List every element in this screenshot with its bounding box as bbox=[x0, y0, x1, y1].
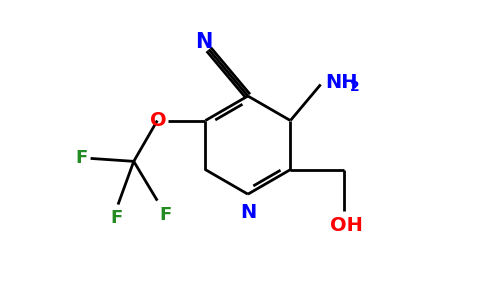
Text: N: N bbox=[195, 32, 212, 52]
Text: F: F bbox=[159, 206, 171, 224]
Text: OH: OH bbox=[330, 216, 363, 235]
Text: NH: NH bbox=[326, 73, 358, 92]
Text: N: N bbox=[241, 203, 257, 222]
Text: O: O bbox=[151, 111, 167, 130]
Text: F: F bbox=[76, 149, 88, 167]
Text: 2: 2 bbox=[350, 80, 360, 94]
Text: F: F bbox=[110, 209, 122, 227]
